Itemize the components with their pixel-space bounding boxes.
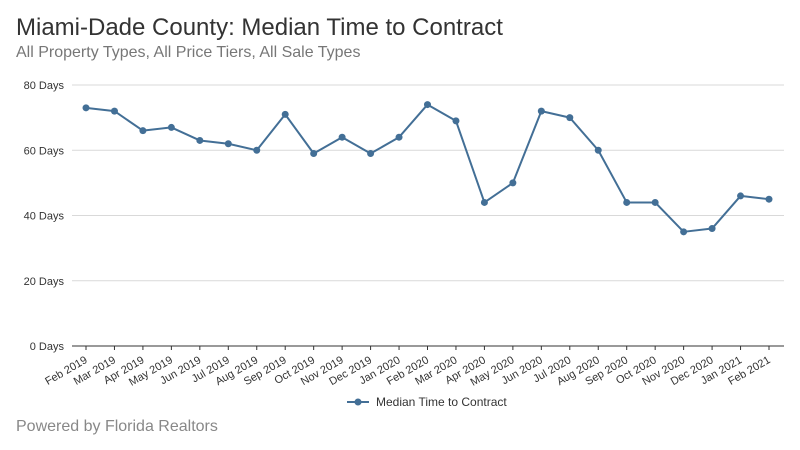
data-point[interactable] <box>167 123 175 131</box>
data-point[interactable] <box>367 150 375 158</box>
gridlines <box>72 84 784 347</box>
data-point[interactable] <box>708 225 716 233</box>
data-point[interactable] <box>537 107 545 115</box>
y-tick-label: 20 Days <box>24 276 65 288</box>
chart-subtitle: All Property Types, All Price Tiers, All… <box>16 44 361 61</box>
data-point[interactable] <box>452 117 460 125</box>
data-point[interactable] <box>737 192 745 200</box>
data-point[interactable] <box>395 133 403 141</box>
legend-marker <box>354 398 362 406</box>
data-point[interactable] <box>110 107 118 115</box>
data-point[interactable] <box>594 146 602 154</box>
data-point[interactable] <box>509 179 517 187</box>
data-point[interactable] <box>480 198 488 206</box>
data-point[interactable] <box>338 133 346 141</box>
y-tick-label: 0 Days <box>30 341 65 353</box>
data-point[interactable] <box>765 195 773 203</box>
data-point[interactable] <box>253 146 261 154</box>
data-point[interactable] <box>310 150 318 158</box>
y-tick-label: 80 Days <box>24 80 65 92</box>
data-point[interactable] <box>651 198 659 206</box>
legend-label: Median Time to Contract <box>376 395 507 409</box>
data-point[interactable] <box>623 198 631 206</box>
series-line <box>85 103 770 233</box>
data-point[interactable] <box>281 110 289 118</box>
data-point[interactable] <box>82 104 90 112</box>
data-point[interactable] <box>680 228 688 236</box>
data-point[interactable] <box>566 114 574 122</box>
legend[interactable]: Median Time to Contract <box>347 395 507 409</box>
chart-title: Miami-Dade County: Median Time to Contra… <box>16 14 503 41</box>
y-tick-label: 60 Days <box>24 145 65 157</box>
series-group <box>82 101 773 236</box>
credit-text: Powered by Florida Realtors <box>16 418 218 435</box>
data-point[interactable] <box>196 136 204 144</box>
data-point[interactable] <box>424 101 431 109</box>
data-point[interactable] <box>139 127 147 135</box>
y-axis-ticks: 0 Days 20 Days 40 Days 60 Days 80 Days <box>24 80 65 353</box>
data-point[interactable] <box>224 140 232 148</box>
y-tick-label: 40 Days <box>24 211 65 223</box>
